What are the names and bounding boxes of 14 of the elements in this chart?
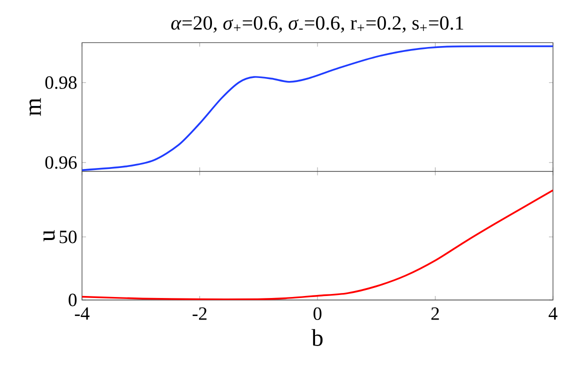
x-tick-label: 4 xyxy=(548,307,558,320)
y-tick-label: 0.98 xyxy=(45,76,77,89)
x-tick-label: 0 xyxy=(314,307,322,320)
y-axis-title: u xyxy=(44,230,55,242)
y-tick-label: 0 xyxy=(68,294,77,306)
x-axis-title: b xyxy=(311,329,323,346)
x-tick-label: -4 xyxy=(74,307,90,320)
x-tick-label: -2 xyxy=(192,307,206,320)
y-tick-label: 0.96 xyxy=(45,156,77,169)
line-series xyxy=(82,45,553,171)
y-tick-label: 50 xyxy=(60,230,77,244)
x-tick-label: 2 xyxy=(431,307,439,320)
chart-title: α=20, σ$_{+}$=0.6, σ$_{-}$=0.6, r$_{+}$=0.2, s$_{+}$=0.1 xyxy=(171,16,464,33)
y-axis-title: m xyxy=(29,98,41,116)
